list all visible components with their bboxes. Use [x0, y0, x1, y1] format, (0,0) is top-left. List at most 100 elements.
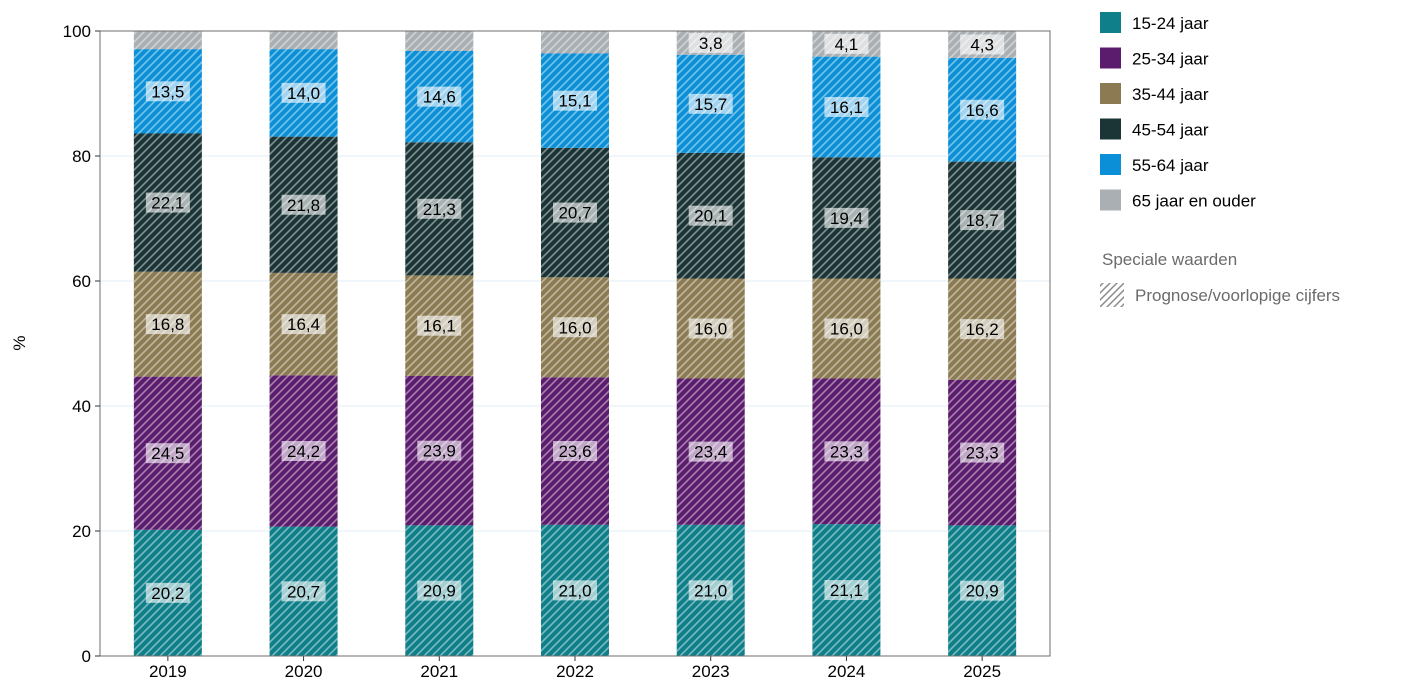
data-label-2021-3: 16,1: [417, 315, 462, 336]
data-label-2024-4: 19,4: [824, 207, 869, 228]
bar-segment-2023-1: [676, 524, 745, 656]
bar-segment-2025-2: [948, 379, 1017, 526]
legend-item-5[interactable]: 55-64 jaar: [1100, 154, 1209, 175]
y-axis-label: %: [10, 335, 29, 350]
data-label-2025-1: 20,9: [960, 580, 1005, 601]
bar-segment-2019-6: [133, 31, 202, 50]
data-label-text: 16,0: [830, 320, 863, 339]
legend-item-3[interactable]: 35-44 jaar: [1100, 83, 1209, 104]
bar-segment-2019-2: [133, 376, 202, 530]
data-label-2023-3: 16,0: [688, 318, 733, 339]
data-label-2021-4: 21,3: [417, 198, 462, 219]
data-label-2025-2: 23,3: [960, 442, 1005, 463]
legend-item-2[interactable]: 25-34 jaar: [1100, 47, 1209, 69]
data-label-box: [145, 192, 190, 213]
data-label-text: 24,5: [151, 444, 184, 463]
data-label-2019-1: 20,2: [145, 582, 190, 603]
data-label-box: [553, 317, 597, 338]
data-label-box: [824, 33, 869, 54]
data-label-text: 24,2: [287, 442, 320, 461]
data-label-box: [960, 442, 1005, 463]
legend-item-1[interactable]: 15-24 jaar: [1100, 12, 1209, 33]
legend-swatch: [1100, 118, 1121, 140]
data-label-box: [688, 32, 733, 53]
data-label-box: [688, 93, 733, 114]
x-tick-label: 2025: [963, 662, 1001, 680]
bar-segment-2021-6: [405, 31, 474, 51]
plot-frame: [99, 30, 1051, 657]
data-label-box: [417, 580, 462, 601]
data-label-2019-5: 13,5: [145, 81, 190, 102]
bar-hatch: [133, 31, 202, 50]
legend-label: 65 jaar en ouder: [1132, 192, 1256, 211]
data-label-2023-2: 23,4: [688, 441, 733, 462]
data-label-2022-3: 16,0: [553, 317, 597, 338]
bar-segment-2025-4: [948, 161, 1017, 279]
data-label-box: [417, 86, 462, 107]
axes: 2019 2020 2021 2022 2023 2024 2025 0 20 40 60 80 100…: [10, 22, 1051, 680]
data-label-box: [553, 441, 597, 461]
data-label-text: 20,9: [423, 582, 456, 601]
data-label-text: 23,9: [423, 442, 456, 461]
x-tick-label: 2020: [285, 662, 323, 680]
data-label-text: 23,6: [558, 442, 591, 461]
data-label-2021-1: 20,9: [417, 580, 462, 601]
data-label-2022-4: 20,7: [553, 202, 597, 223]
legend-swatch: [1100, 83, 1121, 104]
data-label-box: [417, 198, 462, 219]
y-tick-label: 0: [82, 647, 91, 666]
data-label-2023-4: 20,1: [688, 205, 733, 226]
data-label-text: 16,4: [287, 315, 320, 334]
data-label-text: 4,3: [970, 35, 994, 54]
data-label-box: [824, 96, 869, 117]
bar-segment-2023-5: [676, 54, 745, 153]
data-label-box: [145, 582, 190, 603]
data-label-box: [417, 440, 462, 461]
x-tick-label: 2024: [828, 662, 866, 680]
legend-label: 35-44 jaar: [1132, 85, 1209, 104]
data-label-box: [824, 580, 869, 601]
data-label-text: 20,7: [558, 204, 591, 223]
data-label-2022-5: 15,1: [553, 90, 597, 111]
x-tick-label: 2022: [556, 662, 594, 680]
data-label-text: 13,5: [151, 82, 184, 101]
data-label-box: [281, 194, 326, 215]
data-label-text: 16,0: [694, 320, 727, 339]
data-label-text: 16,8: [151, 315, 184, 334]
data-label-text: 14,6: [423, 88, 456, 107]
data-label-box: [281, 314, 326, 335]
data-label-text: 21,3: [423, 200, 456, 219]
x-tick-label: 2023: [692, 662, 730, 680]
data-label-box: [824, 318, 869, 339]
legend-label: 55-64 jaar: [1132, 156, 1209, 175]
data-label-2022-2: 23,6: [553, 441, 597, 461]
data-label-text: 20,1: [694, 207, 727, 226]
data-label-text: 20,2: [151, 584, 184, 603]
legend-item-6[interactable]: 65 jaar en ouder: [1100, 189, 1256, 211]
data-label-2022-1: 21,0: [553, 580, 597, 601]
data-label-text: 16,2: [966, 320, 999, 339]
legend-label: 45-54 jaar: [1132, 121, 1209, 140]
y-tick-label: 100: [63, 22, 91, 41]
data-label-text: 20,9: [966, 582, 999, 601]
data-label-text: 16,1: [423, 317, 456, 336]
data-label-box: [688, 318, 733, 339]
data-label-text: 14,0: [287, 84, 320, 103]
data-label-2020-5: 14,0: [281, 82, 326, 103]
bar-segment-2024-2: [812, 378, 881, 525]
legend-item-4[interactable]: 45-54 jaar: [1100, 118, 1209, 140]
data-label-box: [553, 90, 597, 111]
data-label-2023-6: 3,8: [688, 32, 733, 53]
legend-label: 25-34 jaar: [1132, 50, 1209, 69]
legend-special-heading: Speciale waarden: [1102, 250, 1237, 269]
data-label-2020-1: 20,7: [281, 581, 326, 602]
data-label-2024-6: 4,1: [824, 33, 869, 54]
data-label-text: 4,1: [835, 35, 859, 54]
data-label-box: [688, 205, 733, 226]
legend-special-item[interactable]: Prognose/voorlopige cijfers: [1100, 283, 1340, 307]
data-label-text: 23,4: [694, 443, 727, 462]
data-label-box: [960, 34, 1005, 55]
bar-hatch: [541, 31, 609, 54]
